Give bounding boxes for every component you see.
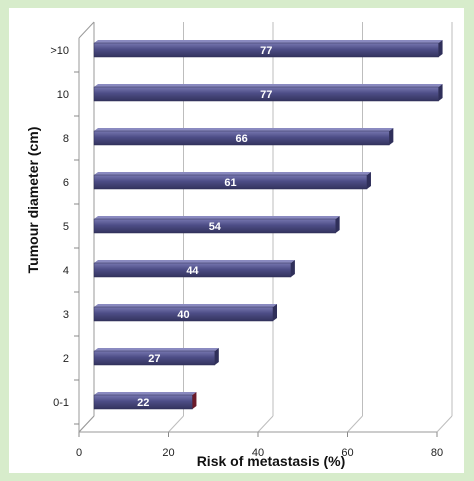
bar-end-cap — [290, 260, 295, 277]
x-tick-label: 60 — [341, 447, 353, 459]
y-axis-title: Tumour diameter (cm) — [25, 127, 41, 274]
floor-left-edge — [78, 415, 95, 433]
bar-top-face — [94, 260, 295, 263]
floor-gridline — [347, 415, 363, 433]
data-label: 44 — [186, 265, 199, 277]
bar-top-face — [94, 216, 340, 219]
y-tick-label: 4 — [63, 265, 69, 277]
x-tick-label: 80 — [431, 447, 443, 459]
x-tick-label: 20 — [162, 447, 174, 459]
data-label: 54 — [209, 221, 222, 233]
data-label: 77 — [260, 89, 272, 101]
bar-end-cap — [438, 40, 443, 57]
data-label: 66 — [236, 133, 248, 145]
bar-top-face — [94, 84, 443, 87]
chart-frame: 0 20 40 60 80 0-1 22 2 27 3 40 4 44 5 54 6 61 8 66 10 77 >10 7… — [9, 8, 464, 473]
bar-end-cap — [192, 392, 197, 409]
data-label: 77 — [260, 45, 272, 57]
bar-top-face — [94, 348, 219, 351]
wall-top-edge — [78, 21, 95, 39]
data-label: 61 — [224, 177, 236, 189]
bar-top-face — [94, 128, 394, 131]
bar-end-cap — [389, 128, 394, 145]
y-tick-label: 3 — [63, 309, 69, 321]
bar-top-face — [94, 392, 197, 395]
bar-end-cap — [273, 304, 277, 321]
bar-top-face — [94, 304, 277, 307]
data-label: 40 — [177, 309, 189, 321]
y-tick-label: 10 — [57, 89, 69, 101]
bar-end-cap — [335, 216, 340, 233]
y-tick-label: 6 — [63, 177, 69, 189]
data-label: 27 — [148, 353, 160, 365]
data-label: 22 — [137, 397, 149, 409]
bar-top-face — [94, 40, 443, 43]
x-tick-label: 0 — [76, 447, 82, 459]
floor-gridline — [436, 415, 453, 433]
floor-gridline — [168, 415, 184, 433]
floor-gridline — [257, 415, 274, 433]
y-tick-label: 2 — [63, 353, 69, 365]
bar-end-cap — [366, 172, 371, 189]
x-tick-label: 40 — [252, 447, 264, 459]
y-tick-label: >10 — [50, 45, 69, 57]
y-tick-label: 0-1 — [53, 397, 69, 409]
bars — [93, 40, 443, 410]
y-tick-label: 8 — [63, 133, 69, 145]
x-axis-title: Risk of metastasis (%) — [197, 453, 346, 469]
bar-end-cap — [214, 348, 219, 365]
bar-end-cap — [438, 84, 443, 101]
bar-top-face — [94, 172, 371, 175]
y-tick-label: 5 — [63, 221, 69, 233]
